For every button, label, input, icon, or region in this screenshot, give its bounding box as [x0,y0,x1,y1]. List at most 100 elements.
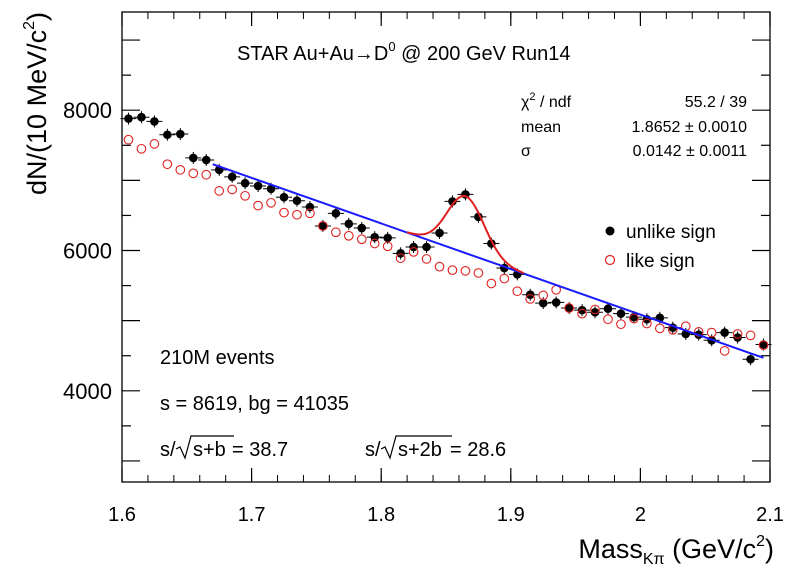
like-sign-point [538,290,549,301]
unlike-sign-point [746,354,755,364]
like-sign-point [460,266,471,276]
like-sign-point [654,323,665,334]
unlike-sign-point [318,221,328,231]
unlike-sign-point [448,197,457,206]
like-sign-point [395,253,406,264]
x-tick-label: 1.6 [108,504,136,526]
sig1-value: = 38.7 [232,439,288,461]
unlike-sign-point [538,298,548,308]
unlike-sign-point [733,333,742,342]
like-sign-point [240,190,250,201]
like-sign-point [577,308,587,319]
like-sign-point [266,197,276,208]
like-sign-point [629,313,639,324]
sigma-label: σ [521,143,531,160]
unlike-sign-point [344,219,354,229]
like-sign-point [123,134,134,145]
unlike-sign-point [564,303,574,313]
unlike-sign-point [137,112,146,122]
chi2-value: 55.2 / 39 [685,94,747,111]
like-sign-point [732,329,743,339]
counts-annotation: s = 8619, bg = 41035 [160,393,349,415]
unlike-sign-point [163,130,172,140]
like-sign-point [693,327,704,337]
like-sign-point [175,164,186,175]
legend-marker-like [604,254,616,266]
sqrt-symbol-1 [175,435,234,460]
y-tick-label: 4000 [63,379,112,404]
unlike-sign-point [201,155,211,165]
like-sign-point [706,327,717,338]
sig1-radicand: s+b [193,439,226,461]
unlike-sign-point [551,298,561,307]
like-sign-point [318,221,328,231]
like-sign-point [253,200,263,211]
sig2-prefix: s/ [365,439,381,461]
like-sign-point [719,345,730,356]
unlike-sign-point [176,129,185,139]
unlike-sign-point [188,153,198,163]
unlike-sign-point [331,209,341,218]
unlike-sign-point [435,228,444,238]
like-sign-point [499,273,510,284]
like-sign-point [564,303,574,313]
x-axis-ticks: 1.6 1.7 1.8 1.9 2 2.1 [108,12,784,526]
like-sign-point [149,139,160,149]
like-sign-point [382,241,393,252]
background-fit-line [212,163,764,359]
chi2-label: χ2 / ndf [521,91,572,111]
significance-sb: s/ s+b = 38.7 [160,435,288,461]
like-sign-point [369,238,380,249]
like-sign-point [745,330,756,341]
like-sign-point [162,159,173,170]
unlike-sign-point [759,340,768,349]
unlike-sign-point [720,328,729,337]
like-sign-point [305,208,315,219]
like-sign-point [603,314,613,325]
fit-stats-box: χ2 / ndf 55.2 / 39 mean 1.8652 ± 0.0010 … [521,91,747,160]
unlike-sign-point [577,305,587,315]
sig2-value: = 28.6 [450,439,506,461]
like-sign-point [616,319,626,330]
chart-title: STAR Au+Au→D0 @ 200 GeV Run14 [237,39,570,65]
like-sign-point [590,304,600,315]
like-sign-point [421,254,432,264]
legend-label-unlike: unlike sign [626,222,716,243]
like-sign-point [343,230,354,241]
like-sign-point [356,234,367,245]
sigma-value: 0.0142 ± 0.0011 [633,143,747,160]
like-sign-point [214,186,225,196]
like-sign-point [330,227,341,238]
like-sign-point [201,169,212,180]
unlike-sign-point [383,233,392,243]
like-sign-point [447,265,458,275]
x-axis-title: MassKπ (GeV/c2) [578,533,774,568]
x-tick-label: 2.1 [756,504,784,526]
like-sign-point [512,286,523,297]
unlike-sign-point [422,242,431,252]
like-sign-point [434,261,445,272]
unlike-sign-point [227,172,237,182]
unlike-sign-point [396,249,405,258]
unlike-sign-point [590,307,600,317]
like-sign-points [123,134,769,356]
like-sign-point [486,278,497,289]
unlike-sign-point [266,184,276,194]
sig2-radicand: s+2b [398,439,442,461]
unlike-sign-point [240,178,250,188]
unlike-sign-point [150,117,159,126]
like-sign-point [642,318,652,329]
unlike-sign-point [124,114,133,123]
x-tick-label: 1.7 [238,504,266,526]
unlike-sign-point [279,192,289,202]
unlike-sign-point [616,309,626,318]
legend-marker-unlike [605,226,615,236]
unlike-sign-point [292,196,302,206]
legend: unlike sign like sign [604,222,716,272]
unlike-sign-point [253,181,263,191]
x-tick-label: 1.9 [497,504,525,526]
signal-fit-curve [406,195,525,275]
mean-label: mean [521,119,561,136]
y-tick-label: 8000 [63,98,112,123]
